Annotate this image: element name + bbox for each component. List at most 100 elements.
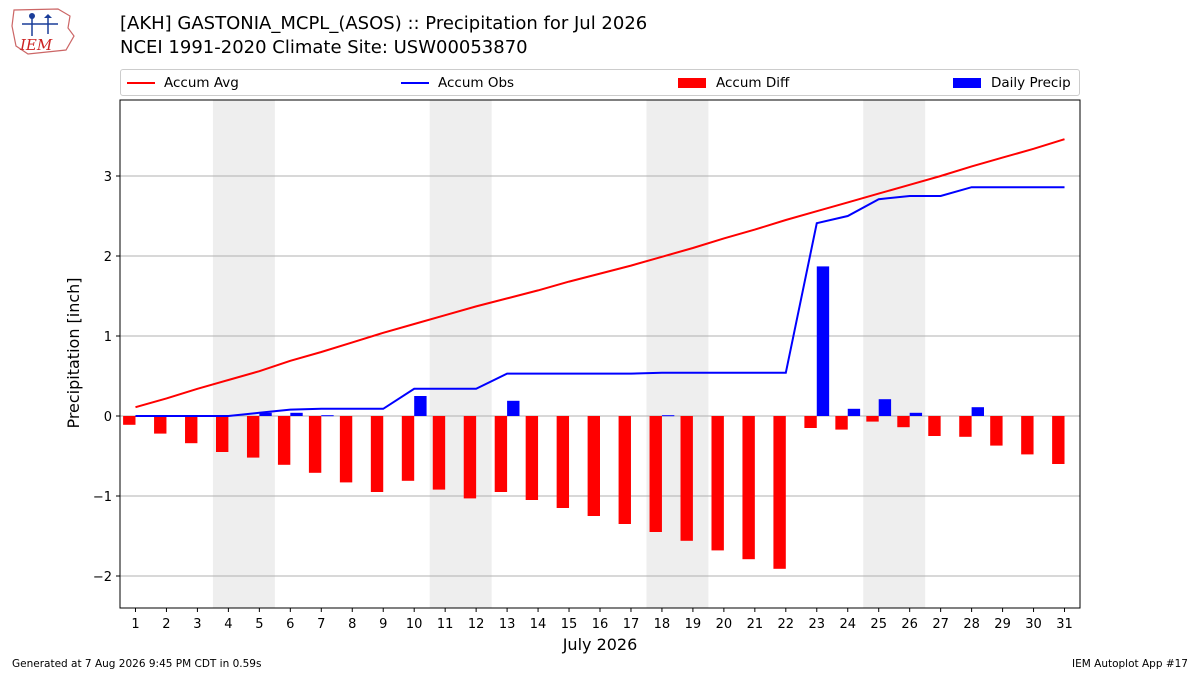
generated-timestamp: Generated at 7 Aug 2026 9:45 PM CDT in 0…: [12, 658, 262, 670]
y-tick-label: −1: [93, 490, 112, 505]
x-tick-label: 27: [932, 617, 949, 632]
y-axis-label: Precipitation [inch]: [64, 277, 83, 428]
x-tick-label: 7: [317, 617, 325, 632]
x-tick-label: 9: [379, 617, 387, 632]
legend-item-accum-avg: Accum Avg: [127, 70, 239, 95]
x-tick-label: 26: [901, 617, 918, 632]
daily-precip-bar: [661, 415, 675, 417]
x-tick-label: 28: [963, 617, 980, 632]
x-tick-label: 17: [623, 617, 640, 632]
accum-diff-bar: [587, 416, 600, 516]
accum-diff-bar: [1021, 416, 1034, 455]
legend-swatch-accum-obs: [401, 81, 429, 84]
legend-label-accum-obs: Accum Obs: [438, 74, 515, 91]
accum-diff-bar: [463, 416, 477, 499]
accum-diff-bar: [866, 416, 879, 422]
accum-diff-bar: [711, 416, 724, 551]
accum-diff-bar: [216, 416, 229, 452]
daily-precip-bar: [321, 415, 334, 417]
daily-precip-bar: [878, 399, 892, 416]
x-tick-label: 22: [778, 617, 795, 632]
legend-label-accum-avg: Accum Avg: [164, 74, 239, 91]
weekend-shade: [429, 100, 492, 608]
accum-diff-bar: [370, 416, 384, 492]
accum-diff-bar: [556, 416, 570, 508]
y-tick-label: 1: [104, 330, 112, 345]
weekend-shade: [863, 100, 926, 608]
legend-item-daily-precip: Daily Precip: [953, 70, 1071, 95]
accum-diff-bar: [339, 416, 353, 483]
daily-precip-bar: [259, 412, 272, 416]
daily-precip-bar: [816, 266, 830, 416]
legend-item-accum-obs: Accum Obs: [401, 70, 514, 95]
daily-precip-bar: [847, 408, 861, 416]
y-tick-label: −2: [93, 570, 112, 585]
x-tick-label: 13: [499, 617, 516, 632]
x-tick-label: 16: [592, 617, 609, 632]
x-axis-label: July 2026: [562, 635, 638, 654]
x-tick-label: 10: [406, 617, 423, 632]
accum-diff-bar: [308, 416, 322, 473]
x-tick-label: 14: [530, 617, 547, 632]
x-tick-label: 12: [468, 617, 485, 632]
x-tick-label: 23: [809, 617, 826, 632]
daily-precip-bar: [971, 407, 984, 416]
x-tick-label: 18: [654, 617, 671, 632]
accum-diff-bar: [494, 416, 508, 492]
x-tick-label: 15: [561, 617, 578, 632]
x-tick-label: 1: [131, 617, 139, 632]
accum-diff-bar: [525, 416, 539, 500]
accum-diff-bar: [990, 416, 1003, 446]
chart-legend: Accum Avg Accum Obs Accum Diff Daily Pre…: [120, 69, 1080, 96]
daily-precip-bar: [414, 396, 427, 416]
y-tick-label: 2: [104, 250, 112, 265]
accum-obs-line: [135, 186, 1065, 417]
daily-precip-bar: [507, 400, 520, 416]
x-tick-label: 11: [437, 617, 454, 632]
chart-subtitle: NCEI 1991-2020 Climate Site: USW00053870: [120, 37, 528, 58]
daily-precip-bar: [909, 412, 923, 416]
accum-diff-bar: [928, 416, 941, 436]
y-tick-label: 3: [104, 170, 112, 185]
accum-diff-bar: [773, 416, 786, 569]
x-tick-label: 8: [348, 617, 356, 632]
legend-label-accum-diff: Accum Diff: [716, 74, 790, 91]
legend-swatch-accum-avg: [127, 81, 155, 84]
x-tick-label: 31: [1056, 617, 1073, 632]
x-tick-label: 3: [193, 617, 201, 632]
accum-diff-bar: [742, 416, 755, 560]
accum-diff-bar: [649, 416, 662, 532]
weekend-shade: [212, 100, 275, 608]
accum-diff-bar: [618, 416, 631, 524]
app-credit: IEM Autoplot App #17: [1072, 658, 1188, 670]
x-tick-label: 25: [870, 617, 887, 632]
accum-avg-line: [135, 138, 1065, 409]
accum-diff-bar: [154, 416, 167, 434]
logo-text: IEM: [19, 36, 53, 54]
iem-logo: IEM: [11, 8, 75, 55]
x-tick-label: 19: [685, 617, 702, 632]
chart-title: [AKH] GASTONIA_MCPL_(ASOS) :: Precipitat…: [120, 13, 648, 34]
plot-frame: [119, 99, 1081, 609]
accum-diff-bar: [1052, 416, 1065, 464]
x-tick-label: 2: [162, 617, 170, 632]
x-tick-label: 4: [224, 617, 232, 632]
x-tick-label: 5: [255, 617, 263, 632]
accum-diff-bar: [432, 416, 446, 490]
accum-diff-bar: [185, 416, 198, 444]
weekend-shade: [646, 100, 709, 608]
accum-diff-bar: [897, 416, 910, 428]
accum-diff-bar: [401, 416, 415, 481]
x-tick-label: 24: [839, 617, 856, 632]
accum-diff-bar: [123, 416, 136, 425]
daily-precip-bar: [290, 412, 303, 416]
x-tick-label: 21: [747, 617, 764, 632]
legend-swatch-accum-diff: [678, 77, 706, 88]
x-tick-label: 20: [716, 617, 733, 632]
accum-diff-bar: [277, 416, 291, 465]
accum-diff-bar: [804, 416, 817, 428]
legend-item-accum-diff: Accum Diff: [678, 70, 789, 95]
accum-diff-bar: [246, 416, 260, 458]
x-tick-label: 6: [286, 617, 294, 632]
